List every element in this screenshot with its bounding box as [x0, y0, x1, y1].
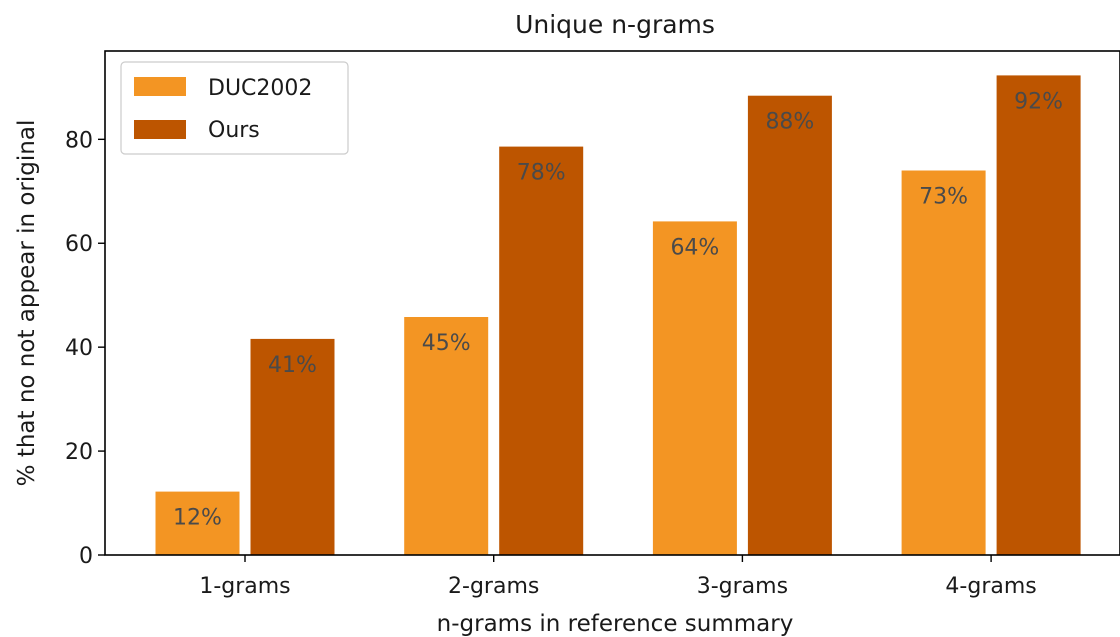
x-axis: 1-grams 2-grams 3-grams 4-grams — [199, 555, 1037, 599]
bar-label-duc2002-1-grams: 12% — [173, 506, 222, 531]
y-axis: 0 20 40 60 80 — [65, 128, 105, 569]
bar-label-ours-3-grams: 88% — [765, 110, 814, 135]
bar-ours-2-grams — [499, 146, 584, 555]
bar-label-duc2002-4-grams: 73% — [919, 185, 968, 210]
x-tick-label-3-grams: 3-grams — [697, 574, 788, 599]
legend-swatch-ours — [134, 120, 186, 139]
bar-duc2002-1-grams — [155, 491, 240, 555]
legend-label-duc2002: DUC2002 — [208, 76, 312, 101]
bar-duc2002-3-grams — [652, 221, 737, 555]
bar-ours-1-grams — [250, 338, 335, 555]
x-tick-label-4-grams: 4-grams — [945, 574, 1036, 599]
bar-label-duc2002-3-grams: 64% — [670, 235, 719, 260]
bar-ours-3-grams — [747, 95, 832, 555]
plot-frame — [104, 50, 1120, 556]
bar-label-ours-4-grams: 92% — [1014, 89, 1063, 114]
bars-group — [155, 75, 1081, 556]
bar-label-ours-2-grams: 78% — [517, 161, 566, 186]
y-tick-label-40: 40 — [65, 336, 93, 361]
bar-duc2002-4-grams — [901, 170, 986, 555]
y-tick-label-60: 60 — [65, 232, 93, 257]
x-axis-label: n-grams in reference summary — [437, 611, 794, 637]
y-tick-label-20: 20 — [65, 440, 93, 465]
legend-swatch-duc2002 — [134, 77, 186, 96]
bar-labels-group: 12% 41% 45% 78% 64% 88% 73% 92% — [173, 89, 1063, 530]
bar-ours-4-grams — [996, 75, 1081, 556]
x-tick-label-1-grams: 1-grams — [199, 574, 290, 599]
x-tick-label-2-grams: 2-grams — [448, 574, 539, 599]
legend-label-ours: Ours — [208, 118, 260, 143]
bar-label-ours-1-grams: 41% — [268, 353, 317, 378]
bar-label-duc2002-2-grams: 45% — [422, 331, 471, 356]
chart-title: Unique n-grams — [515, 10, 715, 39]
legend: DUC2002 Ours — [120, 61, 349, 155]
y-axis-label: % that no not appear in original — [14, 120, 40, 487]
y-tick-label-0: 0 — [79, 544, 93, 569]
bar-duc2002-2-grams — [404, 317, 489, 555]
y-tick-label-80: 80 — [65, 128, 93, 153]
